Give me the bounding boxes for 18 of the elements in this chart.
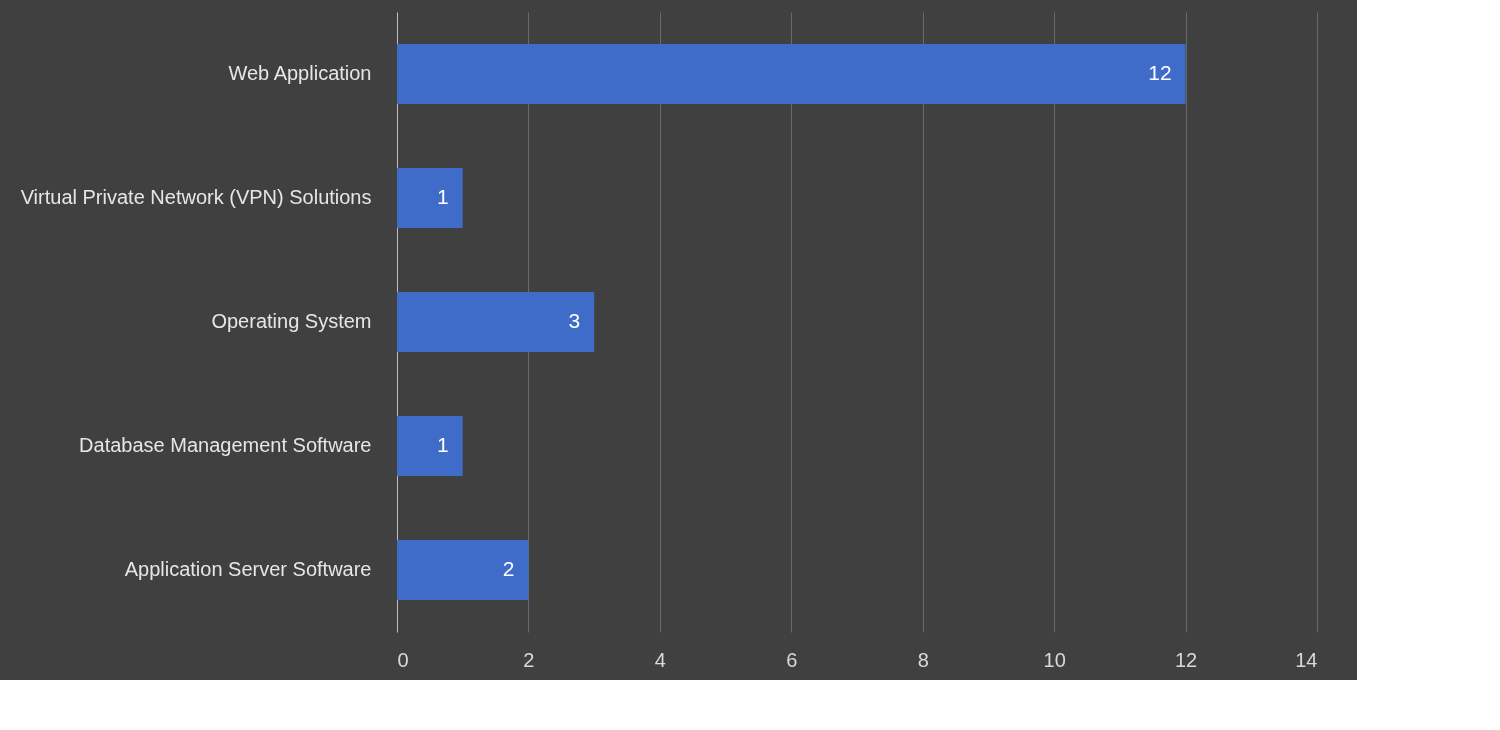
x-tick-label: 10 bbox=[1043, 648, 1066, 671]
y-tick-label: Web Application bbox=[228, 62, 372, 84]
y-tick-label: Database Management Software bbox=[79, 434, 372, 456]
y-tick-label: Application Server Software bbox=[124, 558, 372, 580]
x-tick-label: 8 bbox=[917, 648, 929, 671]
y-tick-label: Operating System bbox=[211, 310, 372, 332]
x-tick-label: 14 bbox=[1295, 648, 1318, 671]
data-label: 3 bbox=[568, 309, 581, 332]
data-label: 1 bbox=[437, 433, 449, 456]
x-tick-label: 4 bbox=[654, 648, 666, 671]
x-tick-label: 12 bbox=[1174, 648, 1198, 671]
data-label: 12 bbox=[1148, 61, 1172, 84]
x-tick-label: 6 bbox=[786, 648, 798, 671]
x-tick-label: 2 bbox=[523, 648, 535, 671]
data-label: 2 bbox=[502, 557, 515, 580]
y-tick-label: Virtual Private Network (VPN) Solutions bbox=[20, 186, 372, 208]
data-label: 1 bbox=[437, 185, 449, 208]
x-tick-label: 0 bbox=[397, 648, 409, 671]
